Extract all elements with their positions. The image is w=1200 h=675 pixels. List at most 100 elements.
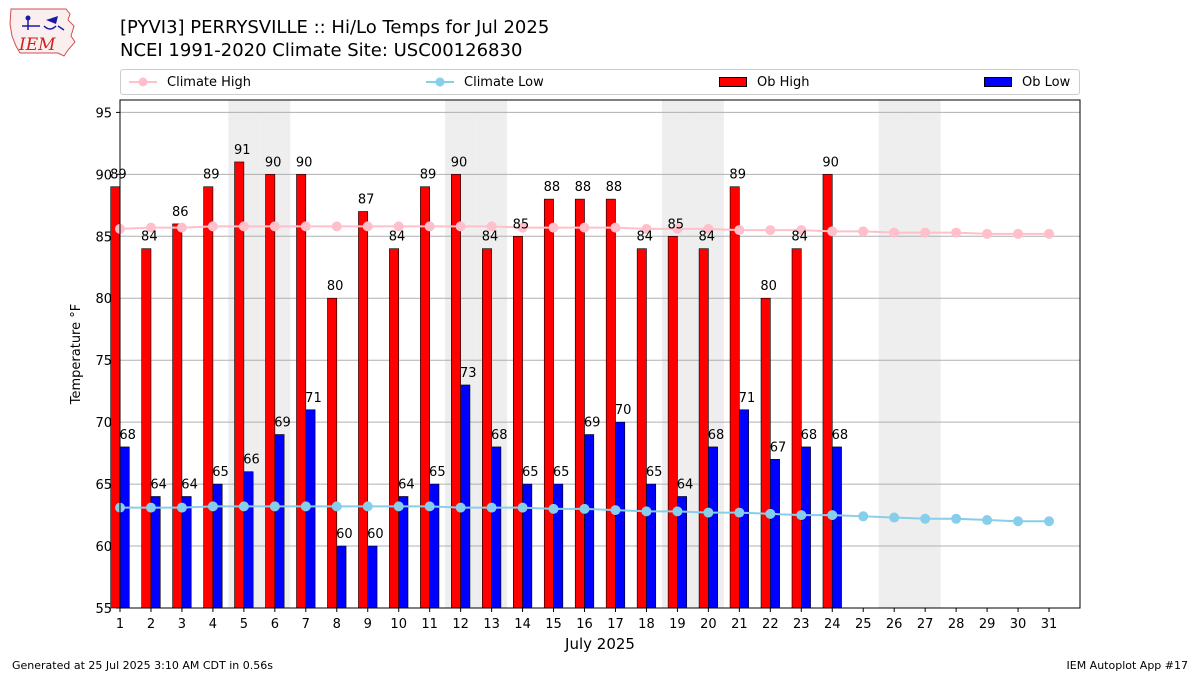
bar-ob-high <box>574 198 585 609</box>
climate-high-point <box>331 221 342 232</box>
bar-ob-high <box>543 198 554 609</box>
bar-ob-high <box>327 297 338 609</box>
iem-logo: IEM <box>9 8 76 57</box>
data-label-ob-low: 60 <box>367 527 384 542</box>
x-tick-label: 29 <box>979 617 996 632</box>
climate-high-point <box>486 221 497 232</box>
climate-high-point <box>734 225 745 236</box>
data-label-ob-high: 84 <box>389 230 406 245</box>
data-label-ob-high: 84 <box>637 230 654 245</box>
bar-ob-high <box>667 235 678 609</box>
climate-high-point <box>982 228 993 239</box>
x-tick-label: 9 <box>364 617 372 632</box>
bar-ob-low <box>831 446 842 609</box>
climate-low-point <box>827 510 838 521</box>
legend-label-ob-low: Ob Low <box>1022 74 1071 90</box>
legend-marker-ob-high <box>719 77 747 87</box>
climate-low-point <box>548 503 559 514</box>
y-tick-label: 80 <box>95 292 112 307</box>
climate-high-point <box>1013 228 1024 239</box>
y-axis-label: Temperature °F <box>69 304 84 405</box>
climate-low-point <box>982 515 993 526</box>
x-tick-label: 26 <box>886 617 903 632</box>
data-label-ob-high: 89 <box>729 168 746 183</box>
bar-ob-high <box>358 211 369 609</box>
x-tick-label: 25 <box>855 617 872 632</box>
climate-low-point <box>796 510 807 521</box>
x-tick-label: 18 <box>638 617 655 632</box>
bar-ob-low <box>367 545 378 609</box>
data-label-ob-high: 87 <box>358 193 375 208</box>
climate-low-point <box>393 501 404 512</box>
climate-low-point <box>362 501 373 512</box>
data-label-ob-low: 73 <box>460 366 477 381</box>
data-label-ob-low: 64 <box>398 477 415 492</box>
bar-ob-low <box>615 421 626 609</box>
bar-ob-high <box>110 186 121 609</box>
data-label-ob-high: 89 <box>420 168 437 183</box>
climate-low-point <box>858 511 869 522</box>
x-tick-label: 16 <box>576 617 593 632</box>
x-tick-label: 22 <box>762 617 779 632</box>
bar-ob-low <box>274 434 285 609</box>
bar-ob-high <box>203 186 214 609</box>
legend-label-climate-high: Climate High <box>167 74 252 90</box>
climate-low-point <box>486 502 497 513</box>
bar-ob-high <box>451 174 461 609</box>
generated-note: Generated at 25 Jul 2025 3:10 AM CDT in … <box>12 659 273 672</box>
data-label-ob-high: 84 <box>791 230 808 245</box>
legend-label-climate-low: Climate Low <box>464 74 544 90</box>
climate-high-point <box>920 227 931 238</box>
bar-ob-high <box>636 248 647 609</box>
bar-ob-low <box>770 459 780 609</box>
climate-high-point <box>393 221 404 232</box>
data-label-ob-high: 90 <box>265 155 282 170</box>
x-tick-label: 2 <box>147 617 155 632</box>
bar-ob-low <box>181 496 192 609</box>
bar-ob-high <box>420 186 430 609</box>
data-label-ob-high: 90 <box>296 155 313 170</box>
bar-ob-low <box>708 446 718 609</box>
climate-low-point <box>734 507 745 518</box>
climate-high-point <box>300 221 311 232</box>
x-tick-label: 27 <box>917 617 934 632</box>
data-label-ob-high: 90 <box>822 155 839 170</box>
data-label-ob-low: 64 <box>181 477 198 492</box>
data-label-ob-high: 80 <box>327 279 344 294</box>
data-label-ob-low: 71 <box>305 391 322 406</box>
x-tick-label: 11 <box>421 617 438 632</box>
legend-item-climate-low: Climate Low <box>426 70 544 94</box>
legend-marker-climate-high <box>129 77 157 87</box>
bar-ob-high <box>141 248 152 609</box>
x-tick-label: 5 <box>240 617 248 632</box>
climate-low-point <box>300 501 311 512</box>
y-tick-label: 90 <box>95 168 112 183</box>
bar-ob-low <box>800 446 811 609</box>
climate-high-point <box>641 223 652 234</box>
x-tick-label: 15 <box>545 617 562 632</box>
climate-high-point <box>424 221 435 232</box>
data-label-ob-low: 64 <box>677 477 694 492</box>
climate-low-point <box>672 506 683 517</box>
bar-ob-low <box>460 384 471 609</box>
bar-ob-low <box>243 471 254 609</box>
climate-high-point <box>207 221 218 232</box>
x-tick-label: 6 <box>271 617 279 632</box>
x-tick-label: 8 <box>333 617 341 632</box>
x-tick-label: 21 <box>731 617 748 632</box>
legend-marker-climate-low <box>426 77 454 87</box>
data-label-ob-high: 86 <box>172 205 189 220</box>
data-label-ob-low: 68 <box>119 428 136 443</box>
data-label-ob-high: 80 <box>760 279 777 294</box>
x-tick-label: 4 <box>209 617 217 632</box>
x-axis-label: July 2025 <box>564 635 635 653</box>
climate-high-point <box>579 222 590 233</box>
legend-item-climate-high: Climate High <box>129 70 251 94</box>
climate-high-point <box>951 227 962 238</box>
climate-low-point <box>176 502 187 513</box>
bar-ob-high <box>512 235 523 609</box>
data-label-ob-low: 68 <box>801 428 818 443</box>
bar-ob-low <box>150 496 161 609</box>
y-tick-label: 60 <box>95 540 112 555</box>
